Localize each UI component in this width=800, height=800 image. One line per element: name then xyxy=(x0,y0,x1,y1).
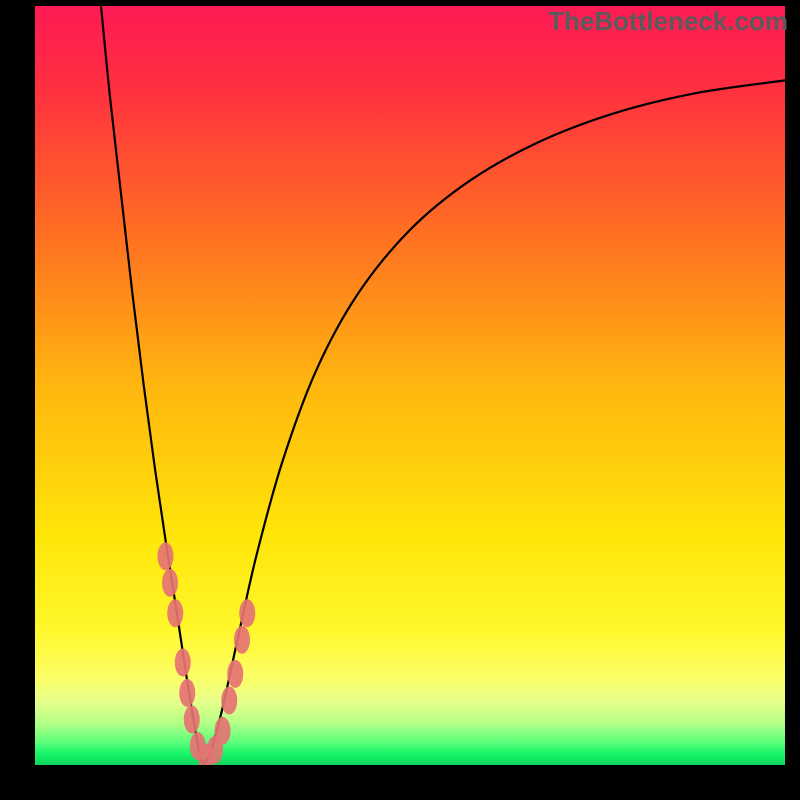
marker-cluster xyxy=(158,542,256,765)
data-marker xyxy=(179,679,195,707)
chart-frame: TheBottleneck.com xyxy=(0,0,800,800)
chart-overlay xyxy=(35,6,785,765)
data-marker xyxy=(221,686,237,714)
data-marker xyxy=(162,569,178,597)
data-marker xyxy=(184,705,200,733)
data-marker xyxy=(175,649,191,677)
curve-left-branch xyxy=(101,6,204,765)
plot-area xyxy=(35,6,785,765)
data-marker xyxy=(234,626,250,654)
data-marker xyxy=(158,542,174,570)
watermark-text: TheBottleneck.com xyxy=(548,6,788,37)
data-marker xyxy=(239,599,255,627)
data-marker xyxy=(227,660,243,688)
curve-right-branch xyxy=(204,80,785,765)
data-marker xyxy=(215,717,231,745)
data-marker xyxy=(167,599,183,627)
